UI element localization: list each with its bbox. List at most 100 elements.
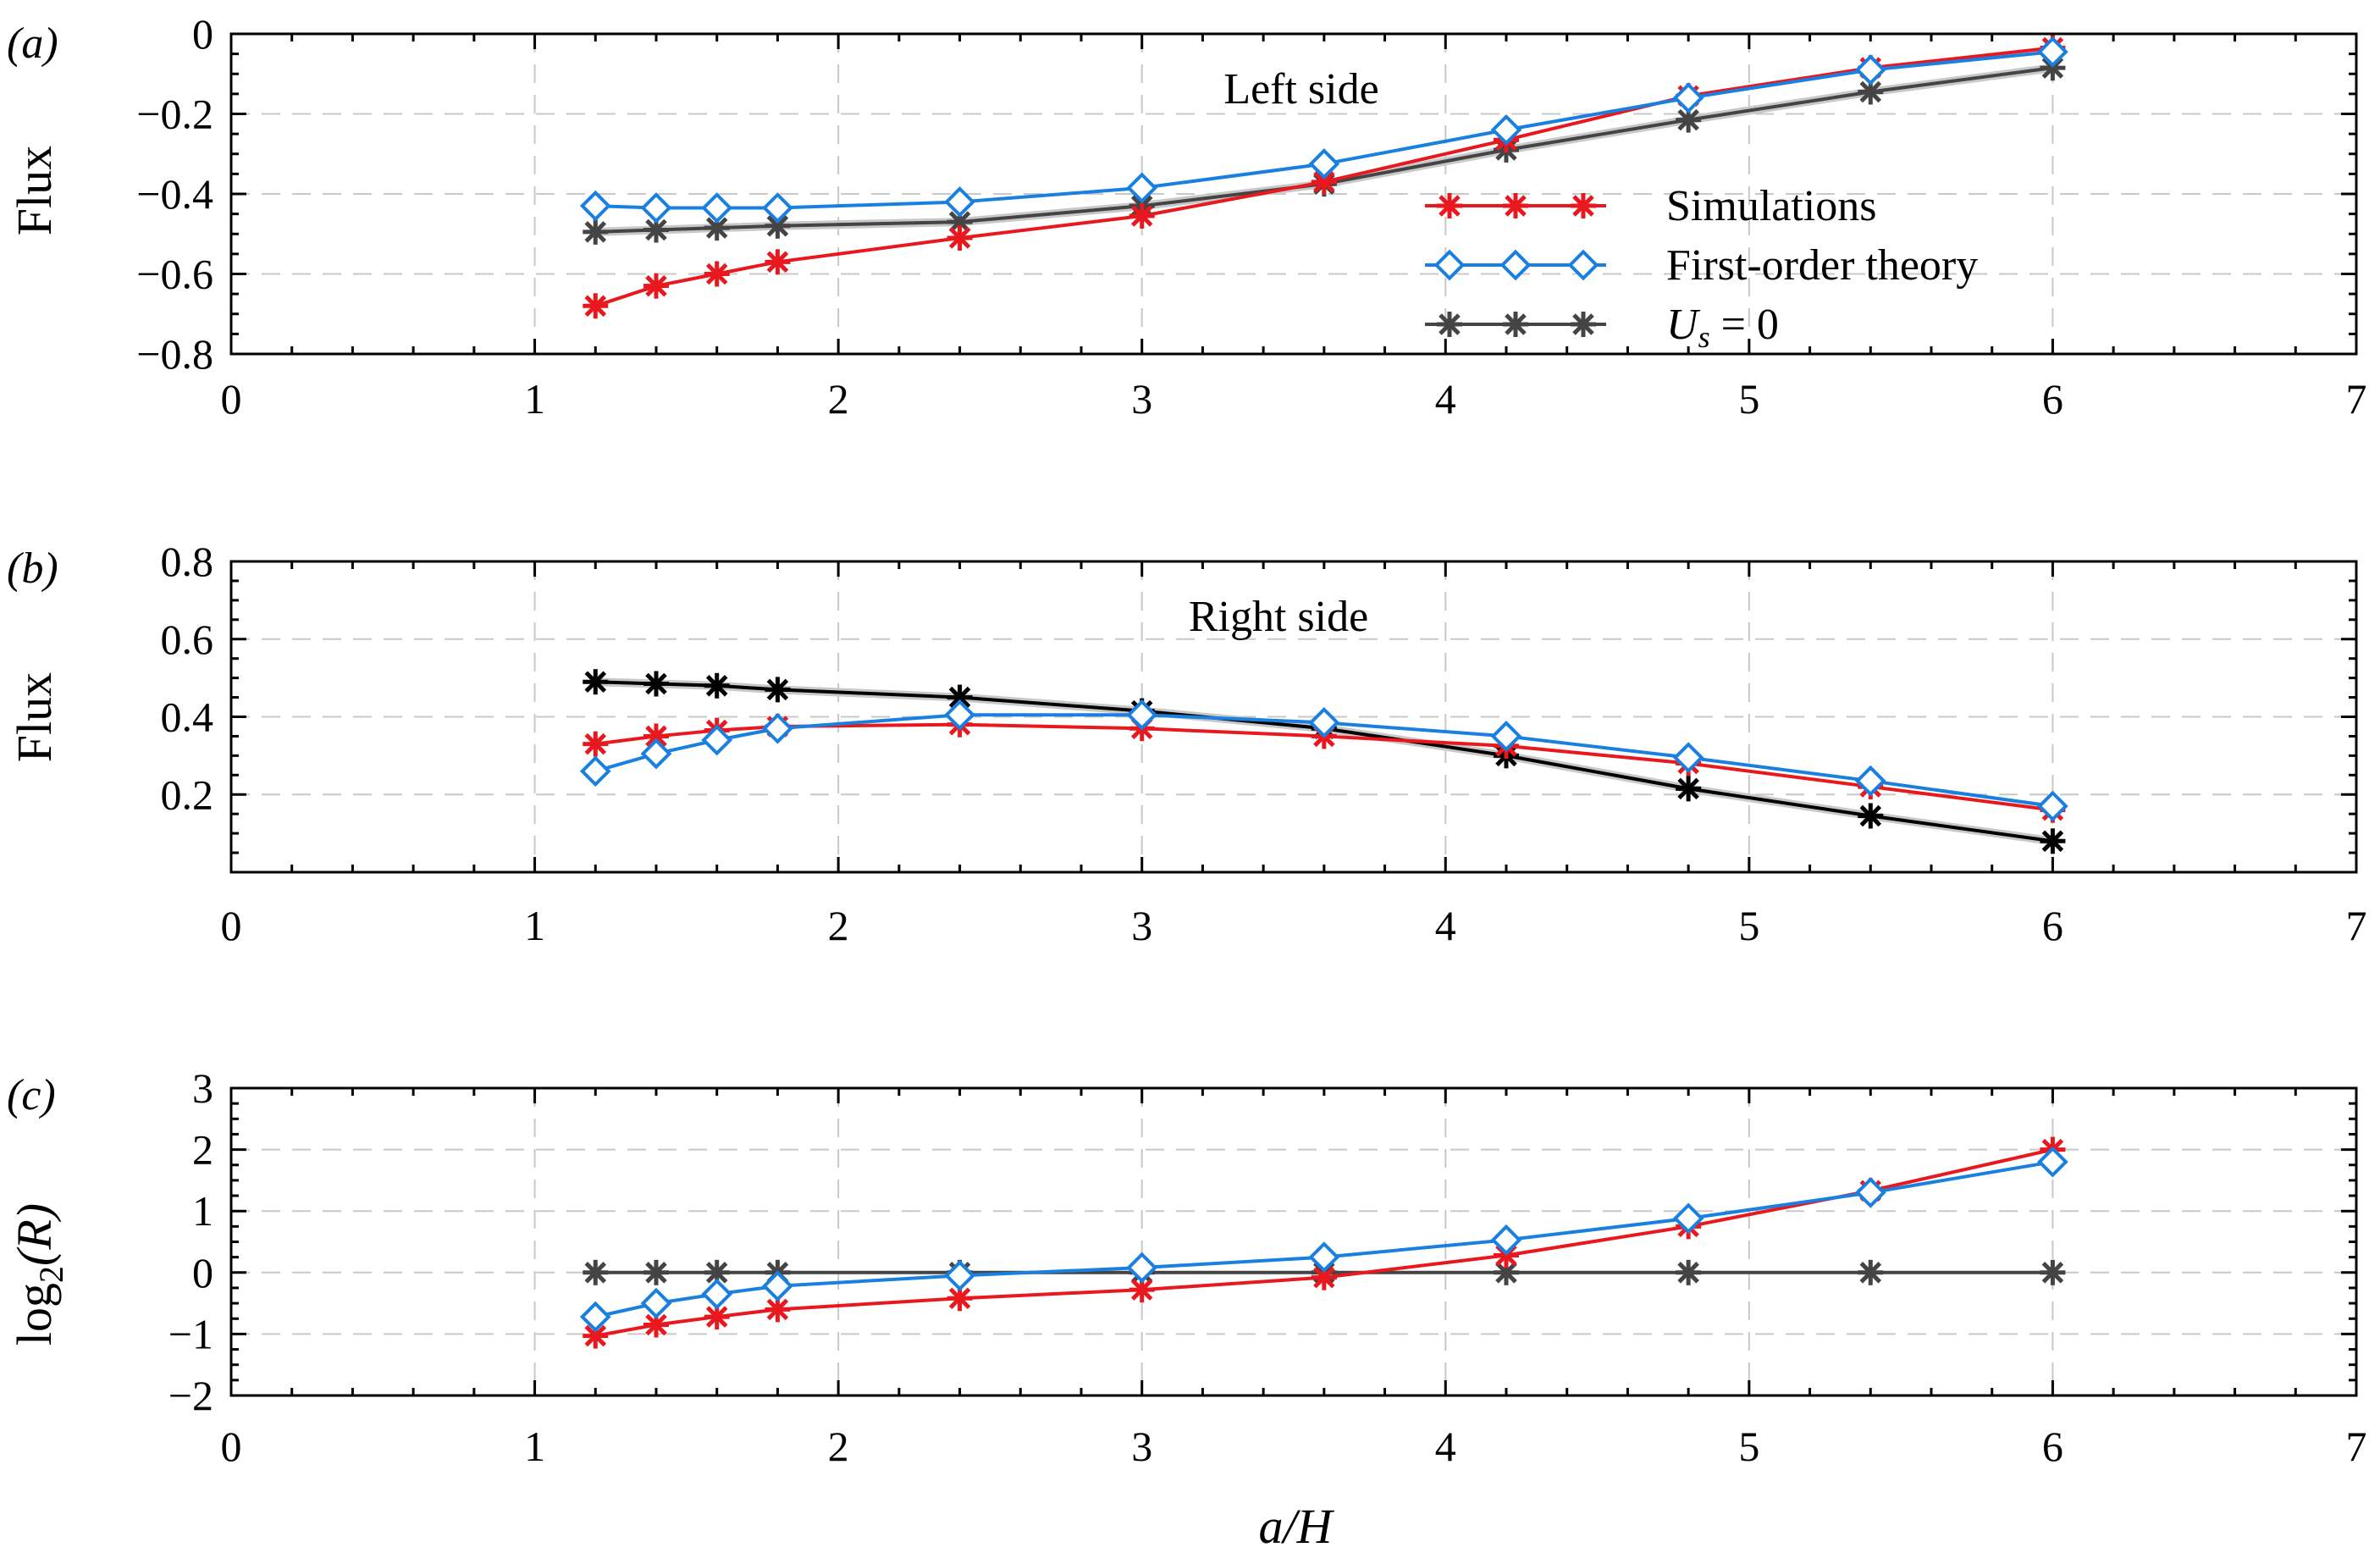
y-tick-label: −0.8 bbox=[136, 330, 213, 378]
data-point-us0 bbox=[583, 1259, 609, 1285]
data-point-theory bbox=[640, 192, 672, 224]
y-tick-label: 0.8 bbox=[161, 538, 214, 585]
data-point-theory bbox=[701, 192, 733, 224]
data-point-theory bbox=[2037, 36, 2068, 68]
data-point-theory bbox=[1854, 1177, 1886, 1208]
legend-marker-us-zero bbox=[1503, 312, 1528, 337]
x-tick-label: 0 bbox=[221, 902, 242, 949]
series-shadow-line bbox=[595, 677, 2054, 846]
data-point-sim bbox=[583, 293, 609, 319]
x-tick-label: 2 bbox=[828, 1423, 849, 1470]
legend-marker-theory bbox=[1433, 249, 1466, 281]
data-point-us0 bbox=[1858, 1259, 1884, 1285]
x-tick-label: 6 bbox=[2042, 902, 2063, 949]
x-tick-label: 1 bbox=[524, 375, 545, 423]
x-tick-label: 6 bbox=[2042, 1423, 2063, 1470]
panel-c-label: (c) bbox=[7, 1071, 56, 1119]
legend-entry-simulations: Simulations bbox=[1425, 182, 1876, 230]
data-point-theory bbox=[1126, 172, 1158, 204]
data-point-us0 bbox=[704, 1259, 730, 1285]
data-point-theory bbox=[701, 724, 733, 756]
panel-a-ylabel: Flux bbox=[7, 146, 62, 235]
legend-marker-simulations bbox=[1503, 193, 1528, 218]
x-tick-label: 0 bbox=[221, 1423, 242, 1470]
x-tick-label: 2 bbox=[828, 375, 849, 423]
data-point-us0 bbox=[1676, 776, 1702, 802]
data-point-theory bbox=[1854, 54, 1886, 86]
y-tick-label: 0.6 bbox=[161, 616, 214, 663]
x-tick-label: 2 bbox=[828, 902, 849, 949]
legend-marker-us-zero bbox=[1571, 312, 1596, 337]
panel-a-annotation: Left side bbox=[1223, 65, 1378, 113]
data-point-theory bbox=[1126, 1252, 1158, 1284]
data-point-theory bbox=[1490, 1224, 1522, 1256]
data-point-theory bbox=[1308, 148, 1340, 180]
series-theory bbox=[579, 1146, 2068, 1333]
data-point-us0 bbox=[2040, 1259, 2066, 1285]
data-point-us0 bbox=[643, 671, 669, 697]
data-point-theory bbox=[1672, 82, 1704, 113]
y-tick-label: 2 bbox=[192, 1126, 213, 1174]
data-point-sim bbox=[643, 273, 669, 299]
axes-frame bbox=[229, 1086, 2358, 1397]
panel-b: 0 1 2 3 4 5 6 7 0.2 0.4 0.6 0.8 (b) Right side Flux bbox=[7, 538, 2367, 949]
data-point-theory bbox=[944, 1260, 975, 1291]
series-sim bbox=[583, 35, 2066, 319]
legend-marker-simulations bbox=[1571, 193, 1596, 218]
plot-area: 0 1 2 3 4 5 6 7 0.2 0.4 0.6 0.8 bbox=[161, 538, 2367, 949]
data-point-theory bbox=[762, 192, 793, 224]
x-tick-label: 4 bbox=[1435, 375, 1456, 423]
legend-label-theory: First-order theory bbox=[1666, 241, 1978, 290]
y-tick-label: −0.4 bbox=[136, 170, 213, 218]
data-point-us0 bbox=[2040, 828, 2066, 854]
data-point-us0 bbox=[765, 677, 791, 703]
data-point-us0 bbox=[1858, 803, 1884, 829]
data-point-theory bbox=[944, 186, 975, 218]
data-point-theory bbox=[2037, 1146, 2068, 1178]
x-tick-label: 5 bbox=[1738, 902, 1759, 949]
x-tick-label: 3 bbox=[1131, 902, 1152, 949]
y-tick-label: 0 bbox=[192, 10, 213, 58]
data-point-theory bbox=[1854, 765, 1886, 797]
legend-marker-theory bbox=[1567, 249, 1599, 281]
series-us0 bbox=[583, 669, 2066, 854]
data-point-theory bbox=[1490, 114, 1522, 146]
legend-marker-theory bbox=[1499, 249, 1532, 281]
data-point-theory bbox=[640, 1287, 672, 1319]
y-tick-label: 1 bbox=[192, 1187, 213, 1235]
data-point-sim bbox=[643, 1312, 669, 1338]
x-tick-label: 7 bbox=[2346, 1423, 2367, 1470]
x-tick-label: 3 bbox=[1131, 1423, 1152, 1470]
y-tick-label: 0.2 bbox=[161, 771, 214, 818]
legend-entry-first-order-theory: First-order theory bbox=[1425, 241, 1978, 290]
data-point-us0 bbox=[1858, 79, 1884, 105]
data-point-theory bbox=[762, 712, 793, 744]
data-point-us0 bbox=[704, 672, 730, 699]
panel-a: 0 1 2 3 4 5 6 7−0.8−0.6−0.4−0.20 (a) Left side … bbox=[7, 10, 2367, 423]
data-point-sim bbox=[643, 723, 669, 749]
y-tick-label: −0.6 bbox=[136, 251, 213, 298]
x-tick-label: 5 bbox=[1738, 375, 1759, 423]
panel-c-ylabel: log2(R) bbox=[7, 1203, 70, 1346]
plot-area: 0 1 2 3 4 5 6 7 −2 −1 0 1 2 3 bbox=[168, 1064, 2367, 1470]
data-point-theory bbox=[2037, 790, 2068, 822]
x-tick-label: 4 bbox=[1435, 902, 1456, 949]
y-tick-label: −1 bbox=[168, 1310, 213, 1357]
data-point-sim bbox=[765, 249, 791, 275]
x-tick-label: 6 bbox=[2042, 375, 2063, 423]
data-point-theory bbox=[1672, 742, 1704, 774]
y-tick-label: 3 bbox=[192, 1064, 213, 1112]
panel-a-label: (a) bbox=[7, 19, 58, 68]
y-tick-label: −2 bbox=[168, 1372, 213, 1419]
legend: Simulations First-order theory bbox=[1425, 182, 1978, 354]
series-theory bbox=[579, 36, 2068, 224]
data-point-theory bbox=[1308, 706, 1340, 738]
x-tick-label: 4 bbox=[1435, 1423, 1456, 1470]
legend-label-us-zero: Us = 0 bbox=[1666, 301, 1779, 354]
legend-label-simulations: Simulations bbox=[1666, 182, 1876, 230]
x-tick-label: 7 bbox=[2346, 375, 2367, 423]
data-point-sim bbox=[765, 1296, 791, 1323]
data-point-theory bbox=[579, 755, 611, 788]
legend-marker-simulations bbox=[1437, 193, 1462, 218]
